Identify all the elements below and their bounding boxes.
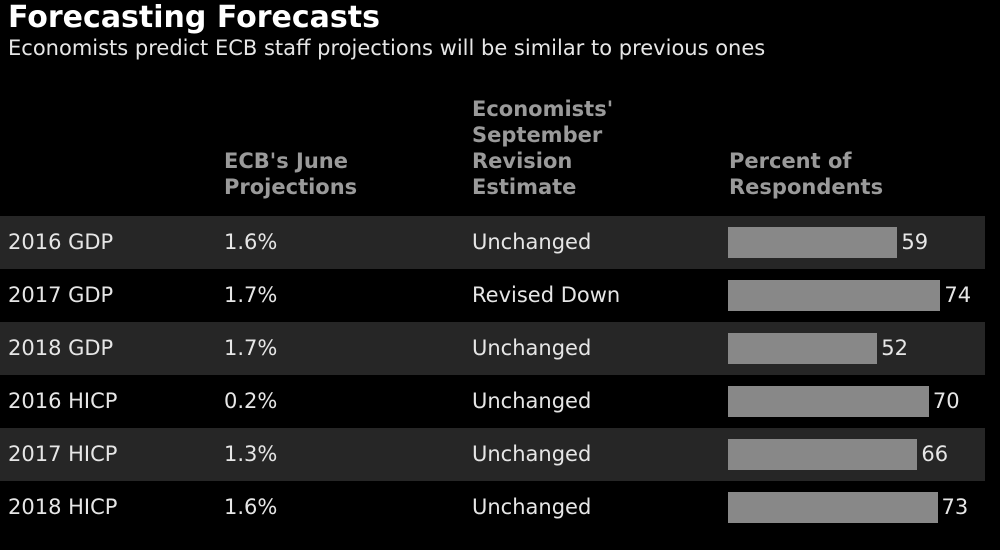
header-estimate: Economists' September Revision Estimate [472,97,614,199]
row-indicator: 2016 GDP [8,230,114,254]
percent-bar [728,492,938,523]
row-projection: 1.3% [224,442,278,466]
percent-bar [728,439,918,470]
table-row: 2016 HICP 0.2% Unchanged 70 [0,375,985,428]
row-estimate: Unchanged [472,230,592,254]
chart-title: Forecasting Forecasts [8,0,380,35]
row-estimate: Unchanged [472,336,592,360]
percent-label: 73 [941,495,969,519]
row-indicator: 2018 GDP [8,336,114,360]
table-row: 2016 GDP 1.6% Unchanged 59 [0,216,985,269]
table-body: 2016 GDP 1.6% Unchanged 59 2017 GDP 1.7% Revis… [0,216,985,534]
percent-label: 52 [881,336,908,360]
percent-bar [728,280,941,311]
table-row: 2018 GDP 1.7% Unchanged 52 [0,322,985,375]
row-indicator: 2016 HICP [8,389,118,413]
percent-label: 59 [901,230,929,254]
row-projection: 1.6% [224,230,278,254]
percent-bar [728,386,929,417]
row-estimate: Unchanged [472,495,592,519]
chart-subtitle: Economists predict ECB staff projections… [8,36,766,60]
percent-bar [728,227,898,258]
table-row: 2017 GDP 1.7% Revised Down 74 [0,269,985,322]
percent-bar [728,333,878,364]
row-estimate: Unchanged [472,389,592,413]
row-indicator: 2018 HICP [8,495,118,519]
header-projections: ECB's June Projections [224,149,358,199]
percent-label: 66 [921,442,949,466]
row-projection: 1.7% [224,336,278,360]
percent-label: 74 [944,283,972,307]
percent-label: 70 [932,389,960,413]
row-estimate: Unchanged [472,442,592,466]
header-percent: Percent of Respondents [729,149,884,199]
table-row: 2017 HICP 1.3% Unchanged 66 [0,428,985,481]
row-indicator: 2017 HICP [8,442,118,466]
row-projection: 1.7% [224,283,278,307]
row-indicator: 2017 GDP [8,283,114,307]
row-projection: 0.2% [224,389,278,413]
row-estimate: Revised Down [472,283,621,307]
row-projection: 1.6% [224,495,278,519]
table-row: 2018 HICP 1.6% Unchanged 73 [0,481,985,534]
